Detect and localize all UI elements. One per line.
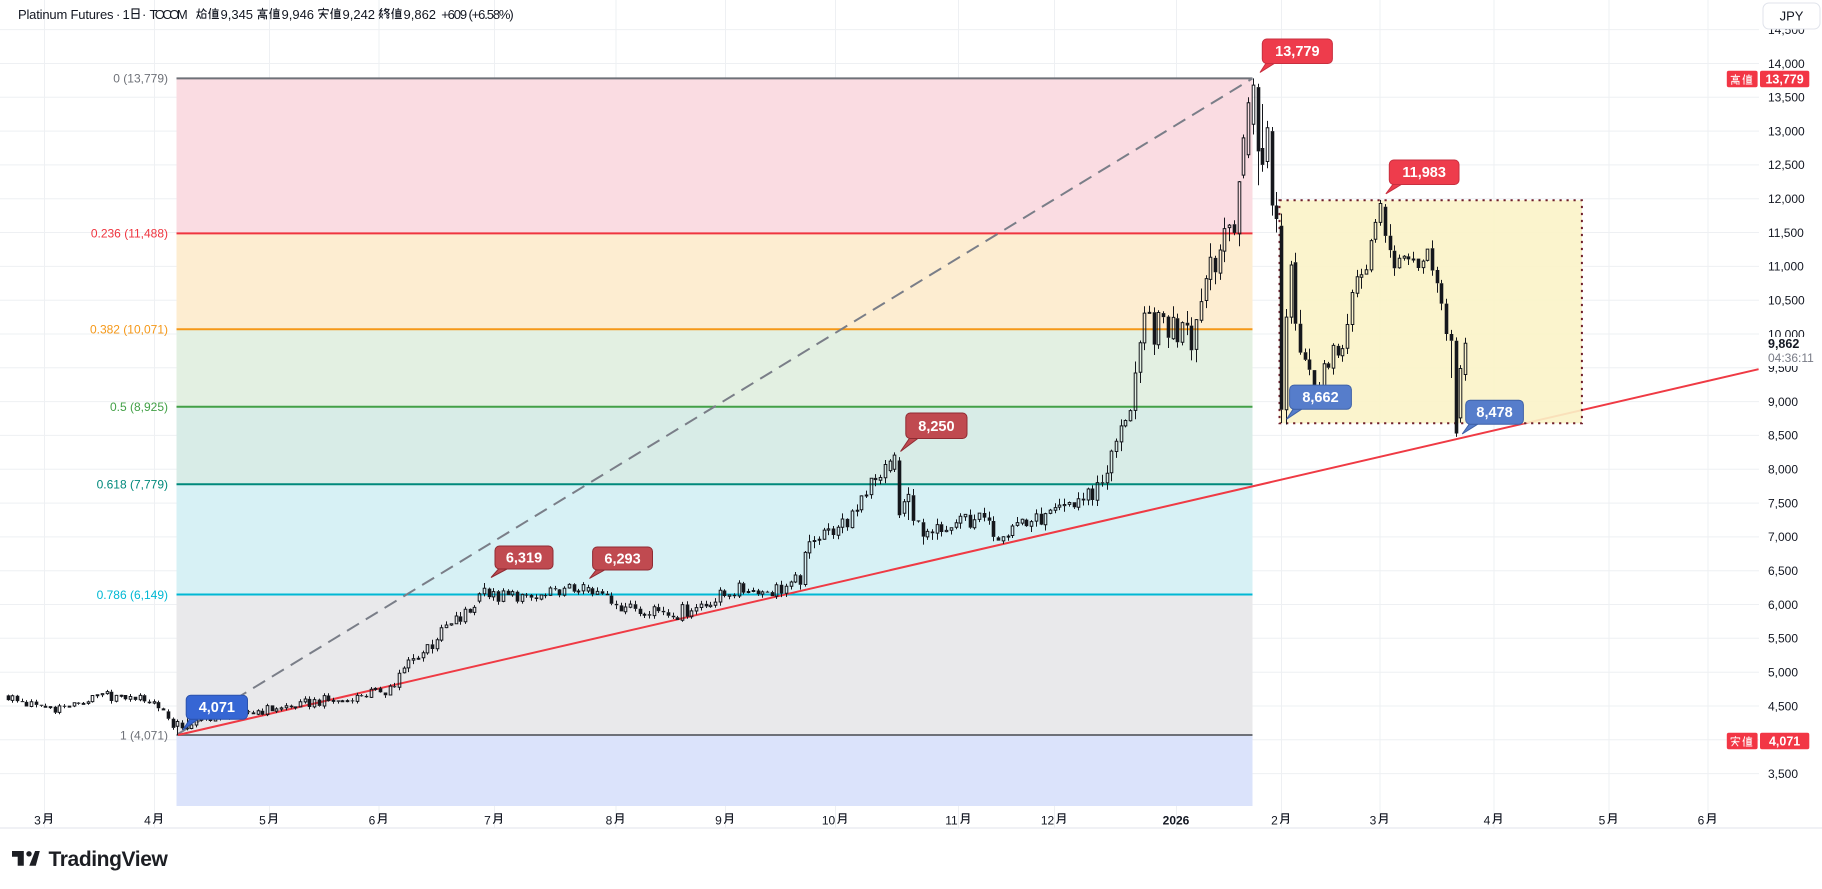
svg-text:11,983: 11,983 <box>1402 165 1446 181</box>
svg-text:9,862: 9,862 <box>404 7 437 22</box>
svg-text:13,000: 13,000 <box>1768 124 1805 138</box>
svg-text:4,500: 4,500 <box>1768 699 1798 713</box>
svg-text:4: 4 <box>144 813 151 827</box>
svg-text:9,345: 9,345 <box>221 7 254 22</box>
svg-text:0.786 (6,149): 0.786 (6,149) <box>97 588 168 602</box>
svg-text:8,000: 8,000 <box>1768 463 1798 477</box>
svg-text:2026: 2026 <box>1163 813 1190 827</box>
svg-text:9: 9 <box>715 813 722 827</box>
svg-text:0 (13,779): 0 (13,779) <box>113 72 168 86</box>
svg-text:13,500: 13,500 <box>1768 91 1805 105</box>
svg-text:4,071: 4,071 <box>199 700 235 716</box>
svg-text:13,779: 13,779 <box>1765 72 1803 86</box>
svg-text:5: 5 <box>1599 813 1606 827</box>
svg-text:8,478: 8,478 <box>1476 405 1512 421</box>
svg-text:·: · <box>142 7 146 22</box>
svg-text:1: 1 <box>123 7 130 22</box>
svg-text:2: 2 <box>1271 813 1278 827</box>
svg-text:6,000: 6,000 <box>1768 598 1798 612</box>
svg-text:7,500: 7,500 <box>1768 496 1798 510</box>
svg-text:TradingView: TradingView <box>49 848 169 871</box>
svg-text:12,000: 12,000 <box>1768 192 1805 206</box>
svg-text:·: · <box>116 7 120 22</box>
svg-text:04:36:11: 04:36:11 <box>1768 351 1814 365</box>
svg-text:6,293: 6,293 <box>604 552 640 568</box>
svg-text:11,000: 11,000 <box>1768 260 1804 274</box>
svg-text:9,862: 9,862 <box>1768 337 1799 351</box>
svg-text:3: 3 <box>34 813 41 827</box>
svg-text:8,500: 8,500 <box>1768 429 1798 443</box>
svg-text:8,250: 8,250 <box>918 419 954 435</box>
svg-text:6,500: 6,500 <box>1768 564 1798 578</box>
svg-text:10: 10 <box>822 813 836 827</box>
svg-text:10,500: 10,500 <box>1768 294 1805 308</box>
svg-text:0.236 (11,488): 0.236 (11,488) <box>91 227 168 241</box>
svg-text:14,000: 14,000 <box>1768 57 1805 71</box>
svg-text:9,000: 9,000 <box>1768 395 1798 409</box>
svg-text:12: 12 <box>1041 813 1055 827</box>
svg-text:6: 6 <box>369 813 376 827</box>
svg-text:9,946: 9,946 <box>282 7 315 22</box>
svg-text:8,662: 8,662 <box>1302 390 1338 406</box>
svg-text:6: 6 <box>1698 813 1705 827</box>
svg-text:4,071: 4,071 <box>1769 734 1800 748</box>
svg-text:7: 7 <box>484 813 491 827</box>
svg-text:JPY: JPY <box>1780 9 1804 24</box>
svg-text:7,000: 7,000 <box>1768 530 1798 544</box>
svg-text:Platinum Futures: Platinum Futures <box>18 7 114 22</box>
svg-text:9,242: 9,242 <box>343 7 376 22</box>
svg-text:13,779: 13,779 <box>1275 44 1319 60</box>
svg-text:8: 8 <box>606 813 613 827</box>
svg-text:3,500: 3,500 <box>1768 767 1798 781</box>
svg-text:5: 5 <box>259 813 266 827</box>
svg-text:6,319: 6,319 <box>506 551 542 567</box>
svg-text:11: 11 <box>945 813 958 827</box>
svg-text:+609 (+6.58%): +609 (+6.58%) <box>441 7 514 22</box>
svg-text:0.382 (10,071): 0.382 (10,071) <box>90 323 168 337</box>
svg-text:4: 4 <box>1484 813 1491 827</box>
svg-text:0.5 (8,925): 0.5 (8,925) <box>110 400 168 414</box>
svg-text:3: 3 <box>1370 813 1377 827</box>
svg-text:11,500: 11,500 <box>1768 226 1804 240</box>
svg-text:5,500: 5,500 <box>1768 632 1798 646</box>
svg-text:12,500: 12,500 <box>1768 158 1805 172</box>
svg-text:TOCOM: TOCOM <box>150 7 188 22</box>
svg-text:1 (4,071): 1 (4,071) <box>120 728 168 742</box>
svg-text:0.618 (7,779): 0.618 (7,779) <box>97 478 168 492</box>
svg-text:5,000: 5,000 <box>1768 666 1798 680</box>
